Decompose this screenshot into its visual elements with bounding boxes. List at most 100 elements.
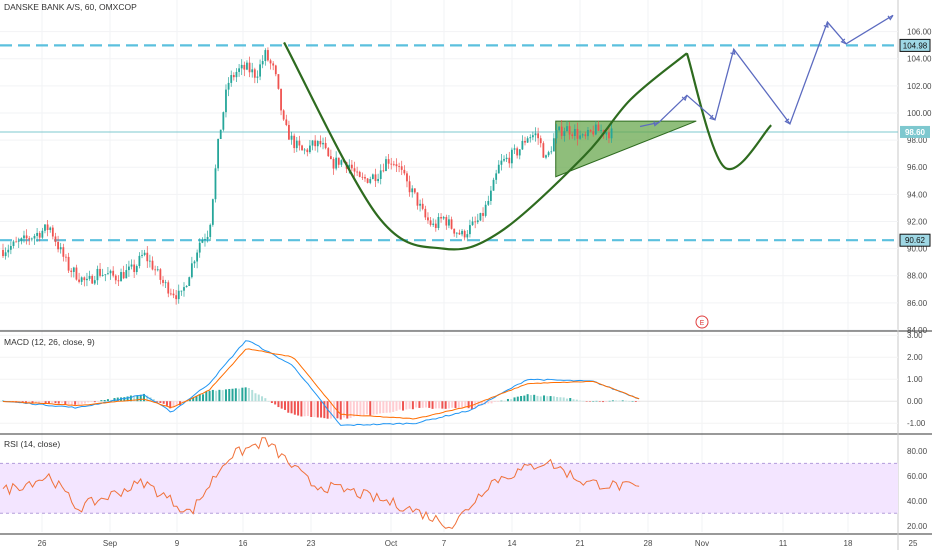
macd-histogram-bar <box>418 401 421 408</box>
candle-body <box>403 169 406 174</box>
candle-body <box>117 280 120 282</box>
cup-curve[interactable] <box>283 41 688 251</box>
macd-histogram-bar <box>575 399 578 402</box>
macd-histogram-bar <box>31 401 34 404</box>
macd-histogram-bar <box>77 401 80 405</box>
price-axis[interactable]: 106.00 104.00 102.00 100.00 98.00 96.00 94.00 9… <box>899 28 932 335</box>
macd-histogram-bar <box>500 400 503 402</box>
macd-histogram-bar <box>293 401 296 415</box>
macd-histogram-bar <box>372 401 375 415</box>
candle-body <box>214 168 217 200</box>
candle-body <box>350 164 353 169</box>
candle-body <box>534 133 537 136</box>
macd-histogram-bar <box>411 401 414 410</box>
macd-histogram-bar <box>464 401 467 408</box>
candle-body <box>253 69 256 78</box>
macd-histogram-bar <box>205 391 208 402</box>
candle-body <box>471 221 474 226</box>
time-tick-label: 9 <box>175 539 180 548</box>
macd-histogram-bar <box>146 395 149 402</box>
macd-histogram-bar <box>74 401 77 405</box>
candle-body <box>285 119 288 125</box>
macd-histogram-bar <box>64 401 67 405</box>
macd-histogram-bar <box>356 401 359 417</box>
macd-histogram-bar <box>562 397 565 402</box>
candle-body <box>400 166 403 170</box>
candle-body <box>309 145 311 153</box>
candle-body <box>521 140 524 150</box>
candle-body <box>122 272 125 279</box>
candle-body <box>128 266 130 271</box>
candle-body <box>390 163 393 165</box>
candle-body <box>495 173 498 180</box>
time-tick-label: 16 <box>239 539 248 548</box>
candle-body <box>374 174 377 182</box>
macd-histogram-bar <box>290 401 293 414</box>
macd-histogram-bar <box>51 401 54 404</box>
candle-body <box>555 130 558 139</box>
macd-histogram-bar <box>159 401 162 403</box>
macd-tick-label: -1.00 <box>907 419 926 428</box>
candle-body <box>563 131 566 136</box>
triangle-shape[interactable] <box>555 120 697 178</box>
candle-body <box>453 228 456 234</box>
macd-histogram-bar <box>343 401 346 418</box>
macd-histogram-bar <box>539 396 542 402</box>
candle-body <box>526 138 529 143</box>
rsi-line <box>2 437 640 530</box>
candle-body <box>589 129 592 132</box>
price-tick-label: 84.00 <box>907 326 928 335</box>
cup-handle-pattern[interactable] <box>283 41 773 251</box>
candle-body <box>54 236 57 242</box>
earnings-marker[interactable]: E <box>695 315 709 329</box>
macd-histogram-bar <box>80 401 83 405</box>
macd-histogram-bar <box>300 401 303 417</box>
macd-histogram-bar <box>339 401 342 420</box>
candle-body <box>133 264 136 273</box>
time-axis[interactable]: 26 Sep 9 16 23 Oct 7 14 21 28 Nov 11 18 25 <box>38 539 918 548</box>
candle-body <box>539 138 542 144</box>
candle-body <box>75 267 78 280</box>
macd-histogram-bar <box>218 389 221 402</box>
candle-body <box>576 128 579 139</box>
candle-body <box>594 124 597 135</box>
macd-histogram-bar <box>598 401 601 402</box>
projection-arrowhead <box>887 14 894 21</box>
earnings-circle <box>695 315 709 329</box>
candle-body <box>505 157 508 160</box>
macd-histogram-bar <box>543 395 546 402</box>
macd-histogram-bar <box>369 401 372 416</box>
macd-histogram-bar <box>395 401 398 411</box>
candle-body <box>500 160 503 165</box>
candle-body <box>96 268 99 281</box>
candle-body <box>327 148 330 157</box>
macd-histogram-bar <box>497 401 500 402</box>
macd-histogram-bar <box>228 388 231 402</box>
candle-body <box>421 203 424 209</box>
triangle-pattern[interactable] <box>555 120 697 178</box>
macd-histogram-bar <box>559 397 562 402</box>
macd-histogram-bar <box>520 396 523 402</box>
candle-body <box>440 216 442 219</box>
candle-body <box>49 227 52 231</box>
candle-body <box>419 203 421 206</box>
macd-histogram-bar <box>595 400 598 402</box>
candle-body <box>230 75 233 83</box>
candle-body <box>518 149 521 156</box>
chart-title: DANSKE BANK A/S, 60, OMXCOP <box>4 2 137 12</box>
candle-body <box>7 249 10 253</box>
macd-histogram-bar <box>352 401 355 417</box>
handle-curve[interactable] <box>685 52 773 171</box>
projection-path[interactable] <box>639 14 894 128</box>
macd-histogram-bar <box>608 400 611 402</box>
candle-body <box>379 170 382 179</box>
candle-body <box>15 241 18 243</box>
candle-body <box>508 157 511 164</box>
macd-histogram-bar <box>621 400 624 402</box>
macd-histogram-bar <box>83 401 86 404</box>
macd-histogram-bar <box>41 401 44 403</box>
candle-body <box>510 149 513 164</box>
macd-tick-label: 2.00 <box>907 353 923 362</box>
